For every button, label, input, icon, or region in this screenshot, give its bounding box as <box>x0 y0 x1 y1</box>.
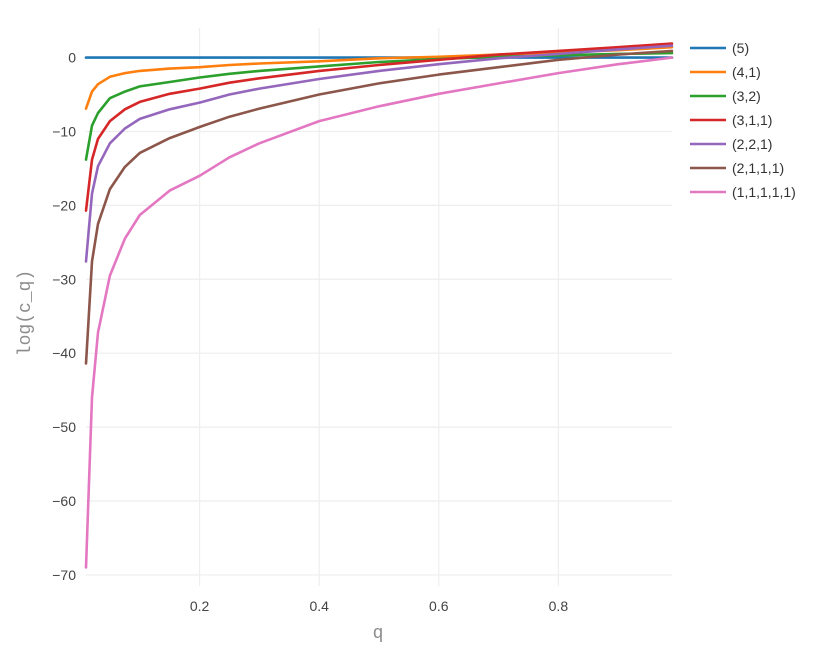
legend-label: (2,1,1,1) <box>732 160 784 176</box>
grid <box>86 28 672 586</box>
series-line-4 <box>84 44 674 263</box>
legend-label: (5) <box>732 40 749 56</box>
x-axis-title: q <box>373 624 384 644</box>
y-tick-label: −20 <box>52 197 76 213</box>
series-line-6 <box>84 56 674 569</box>
y-tick-label: −40 <box>52 345 76 361</box>
legend-label: (2,2,1) <box>732 136 772 152</box>
x-tick-label: 0.8 <box>549 598 569 614</box>
y-tick-label: −70 <box>52 567 76 583</box>
y-tick-label: −10 <box>52 123 76 139</box>
legend-label: (4,1) <box>732 64 761 80</box>
x-tick-label: 0.2 <box>190 598 210 614</box>
legend-item[interactable]: (2,2,1) <box>690 136 772 152</box>
legend-item[interactable]: (1,1,1,1,1) <box>690 184 796 200</box>
series-line-5 <box>84 49 674 365</box>
legend-label: (3,2) <box>732 88 761 104</box>
legend-item[interactable]: (3,2) <box>690 88 761 104</box>
legend-item[interactable]: (5) <box>690 40 749 56</box>
y-tick-label: −30 <box>52 271 76 287</box>
legend-item[interactable]: (4,1) <box>690 64 761 80</box>
legend-label: (3,1,1) <box>732 112 772 128</box>
legend-label: (1,1,1,1,1) <box>732 184 796 200</box>
legend-item[interactable]: (2,1,1,1) <box>690 160 784 176</box>
plot-area <box>84 42 674 569</box>
x-tick-label: 0.4 <box>309 598 329 614</box>
x-axis-ticks: 0.2 0.4 0.6 0.8 <box>190 598 568 614</box>
legend-item[interactable]: (3,1,1) <box>690 112 772 128</box>
legend[interactable]: (5) (4,1) (3,2) (3,1,1) (2,2,1) (2,1,1,1) (1,1… <box>690 40 796 200</box>
x-tick-label: 0.6 <box>429 598 449 614</box>
y-tick-label: 0 <box>68 50 76 66</box>
y-tick-label: −50 <box>52 419 76 435</box>
y-axis-title: log(c_q) <box>16 270 36 356</box>
y-axis-ticks: 0 −10 −20 −30 −40 −50 −60 −70 <box>52 50 76 583</box>
y-tick-label: −60 <box>52 493 76 509</box>
series-line-3 <box>84 42 674 212</box>
